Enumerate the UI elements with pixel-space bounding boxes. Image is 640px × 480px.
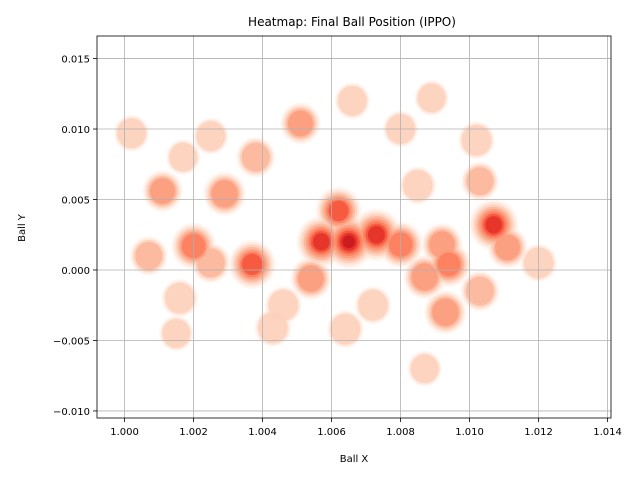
density-contour-level-6 xyxy=(328,200,349,222)
density-contour-level-5 xyxy=(437,252,461,277)
density-contour-level-2 xyxy=(162,319,191,348)
plot-frame xyxy=(96,35,612,419)
y-tick-label: 0.015 xyxy=(61,55,90,66)
x-tick-label: 1.000 xyxy=(110,427,139,438)
density-contour-level-3 xyxy=(466,167,494,196)
density-contour-level-4 xyxy=(211,180,238,208)
density-contour-level-7 xyxy=(485,216,503,234)
density-contour-level-2 xyxy=(337,85,367,116)
density-contour-level-2 xyxy=(330,313,361,345)
density-contour-level-4 xyxy=(429,231,455,258)
y-axis-title: Ball Y xyxy=(17,213,28,242)
density-contour-level-7 xyxy=(367,225,385,244)
plot-area xyxy=(96,35,612,419)
density-contour-level-3 xyxy=(465,276,494,306)
y-axis: −0.010 −0.005 0.000 0.005 0.010 0.015 xyxy=(53,55,97,418)
density-contour-level-2 xyxy=(196,121,226,151)
x-tick-label: 1.008 xyxy=(386,427,415,438)
density-contour-level-2 xyxy=(258,312,288,344)
density-contour-level-2 xyxy=(117,118,146,149)
x-tick-label: 1.006 xyxy=(317,427,346,438)
density-contour-level-2 xyxy=(169,142,198,172)
x-axis-title: Ball X xyxy=(340,454,369,465)
density-contour-level-6 xyxy=(242,253,263,275)
y-tick-label: −0.010 xyxy=(53,407,90,418)
x-tick-label: 1.012 xyxy=(524,427,553,438)
x-tick-label: 1.002 xyxy=(179,427,208,438)
density-contour-level-4 xyxy=(298,265,324,292)
density-contour-level-4 xyxy=(150,178,175,205)
density-contour-level-4 xyxy=(495,234,520,261)
density-contour-level-3 xyxy=(241,142,270,172)
density-contour-level-8 xyxy=(342,235,356,249)
density-contour-level-4 xyxy=(411,263,438,291)
chart-title: Heatmap: Final Ball Position (IPPO) xyxy=(248,15,456,29)
y-tick-label: 0.005 xyxy=(61,196,90,207)
density-contour-level-4 xyxy=(288,110,313,137)
density-contour-level-7 xyxy=(312,233,330,251)
density-contour-level-2 xyxy=(403,170,433,201)
grid-layer xyxy=(97,36,611,418)
density-contour-level-2 xyxy=(417,83,446,113)
density-contour-level-2 xyxy=(165,282,195,314)
y-tick-label: −0.005 xyxy=(53,336,90,347)
x-tick-label: 1.014 xyxy=(593,427,622,438)
x-tick-label: 1.004 xyxy=(248,427,277,438)
density-contour-level-2 xyxy=(358,289,388,321)
x-axis: 1.000 1.002 1.004 1.006 1.008 1.010 1.012 1.014 xyxy=(110,418,622,438)
density-contour-level-3 xyxy=(135,241,163,270)
x-tick-label: 1.010 xyxy=(455,427,484,438)
density-contour-level-2 xyxy=(410,354,439,384)
y-tick-label: 0.000 xyxy=(61,266,90,277)
density-contour-level-4 xyxy=(432,298,459,326)
density-contour-level-2 xyxy=(461,124,492,156)
y-tick-label: 0.010 xyxy=(61,125,90,136)
